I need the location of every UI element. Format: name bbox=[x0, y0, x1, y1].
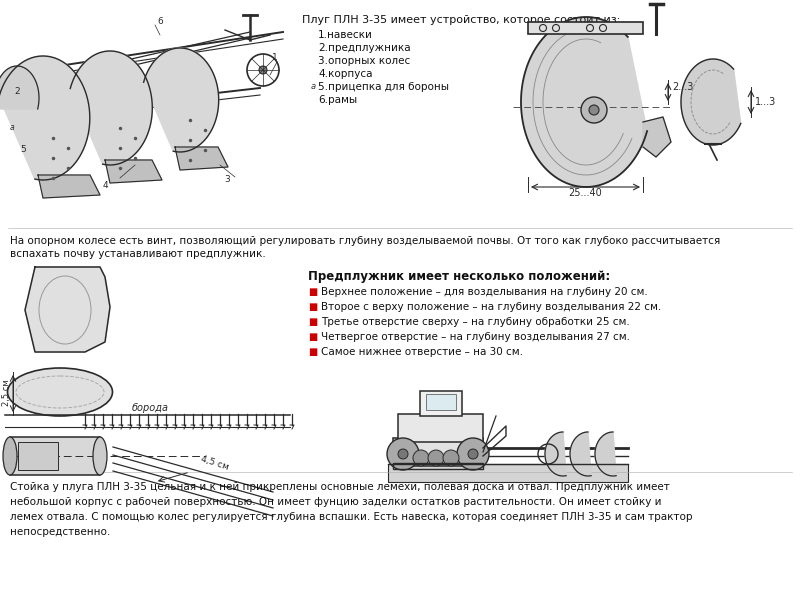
Bar bbox=[393, 438, 483, 466]
Text: Второе с верху положение – на глубину возделывания 22 см.: Второе с верху положение – на глубину во… bbox=[321, 302, 662, 312]
Text: 5.прицепка для бороны: 5.прицепка для бороны bbox=[318, 82, 449, 92]
Polygon shape bbox=[545, 432, 566, 476]
Polygon shape bbox=[643, 117, 671, 157]
Text: лемех отвала. С помощью колес регулируется глубина вспашки. Есть навеска, котора: лемех отвала. С помощью колес регулирует… bbox=[10, 512, 693, 522]
Text: 3: 3 bbox=[224, 175, 230, 185]
Bar bbox=[18, 442, 58, 470]
Text: а: а bbox=[311, 82, 316, 91]
Text: 25...40: 25...40 bbox=[568, 188, 602, 198]
Text: 4: 4 bbox=[102, 181, 108, 190]
Bar bbox=[10, 437, 100, 475]
Text: вспахать почву устанавливают предплужник.: вспахать почву устанавливают предплужник… bbox=[10, 249, 266, 259]
Polygon shape bbox=[681, 59, 741, 145]
Ellipse shape bbox=[3, 437, 17, 475]
Polygon shape bbox=[570, 432, 591, 476]
Text: 6: 6 bbox=[157, 17, 163, 26]
Text: На опорном колесе есть винт, позволяющий регулировать глубину возделываемой почв: На опорном колесе есть винт, позволяющий… bbox=[10, 236, 720, 246]
Ellipse shape bbox=[7, 368, 113, 416]
Text: небольшой корпус с рабочей поверхностью. Он имеет фунцию заделки остатков растит: небольшой корпус с рабочей поверхностью.… bbox=[10, 497, 662, 507]
Text: 2: 2 bbox=[14, 88, 20, 97]
Polygon shape bbox=[144, 48, 218, 152]
Circle shape bbox=[428, 450, 444, 466]
Bar bbox=[426, 394, 456, 410]
Text: 1...3: 1...3 bbox=[755, 97, 776, 107]
Text: 1.навески: 1.навески bbox=[318, 30, 373, 40]
Polygon shape bbox=[25, 267, 110, 352]
Text: 3.опорных колес: 3.опорных колес bbox=[318, 56, 410, 66]
Circle shape bbox=[581, 97, 607, 123]
Polygon shape bbox=[38, 175, 100, 198]
Bar bbox=[398, 414, 483, 442]
Text: Верхнее положение – для возделывания на глубину 20 см.: Верхнее положение – для возделывания на … bbox=[321, 287, 648, 297]
Text: ■: ■ bbox=[308, 287, 318, 297]
Text: ■: ■ bbox=[308, 332, 318, 342]
Circle shape bbox=[387, 438, 419, 470]
Polygon shape bbox=[0, 66, 39, 109]
Bar bbox=[420, 391, 462, 416]
Polygon shape bbox=[521, 17, 647, 187]
Text: Самое нижнее отверстие – на 30 см.: Самое нижнее отверстие – на 30 см. bbox=[321, 347, 523, 357]
Polygon shape bbox=[0, 56, 90, 180]
Text: Предплужник имеет несколько положений:: Предплужник имеет несколько положений: bbox=[308, 270, 610, 283]
Polygon shape bbox=[595, 432, 616, 476]
Text: непосредственно.: непосредственно. bbox=[10, 527, 110, 537]
Text: Четвергое отверстие – на глубину возделывания 27 см.: Четвергое отверстие – на глубину возделы… bbox=[321, 332, 630, 342]
Circle shape bbox=[589, 105, 599, 115]
Text: ■: ■ bbox=[308, 302, 318, 312]
Text: Стойка у плуга ПЛН 3-35 цельная и к ней прикреплены основные лемехи, полевая дос: Стойка у плуга ПЛН 3-35 цельная и к ней … bbox=[10, 482, 670, 492]
Circle shape bbox=[457, 438, 489, 470]
Text: 4,5 см: 4,5 см bbox=[200, 455, 230, 472]
Text: Третье отверстие сверху – на глубину обработки 25 см.: Третье отверстие сверху – на глубину обр… bbox=[321, 317, 630, 327]
Text: Плуг ПЛН 3-35 имеет устройство, которое состоит из:: Плуг ПЛН 3-35 имеет устройство, которое … bbox=[302, 15, 620, 25]
Text: 2...3: 2...3 bbox=[672, 82, 694, 92]
Polygon shape bbox=[70, 51, 152, 165]
Text: борода: борода bbox=[131, 403, 169, 413]
Circle shape bbox=[443, 450, 459, 466]
Text: 6.рамы: 6.рамы bbox=[318, 95, 357, 105]
Polygon shape bbox=[105, 160, 162, 183]
Text: 2.предплужника: 2.предплужника bbox=[318, 43, 410, 53]
Circle shape bbox=[398, 449, 408, 459]
Bar bbox=[528, 22, 643, 34]
Bar bbox=[393, 463, 483, 469]
Text: а: а bbox=[10, 123, 14, 132]
Text: ■: ■ bbox=[308, 347, 318, 357]
Text: 5: 5 bbox=[20, 145, 26, 154]
Ellipse shape bbox=[93, 437, 107, 475]
Polygon shape bbox=[175, 147, 228, 170]
Circle shape bbox=[468, 449, 478, 459]
Text: 1: 1 bbox=[272, 53, 278, 62]
Circle shape bbox=[413, 450, 429, 466]
Circle shape bbox=[259, 66, 267, 74]
Text: 4.корпуса: 4.корпуса bbox=[318, 69, 373, 79]
Bar bbox=[388, 464, 628, 482]
Text: ■: ■ bbox=[308, 317, 318, 327]
Text: 2,5 см: 2,5 см bbox=[2, 380, 10, 406]
